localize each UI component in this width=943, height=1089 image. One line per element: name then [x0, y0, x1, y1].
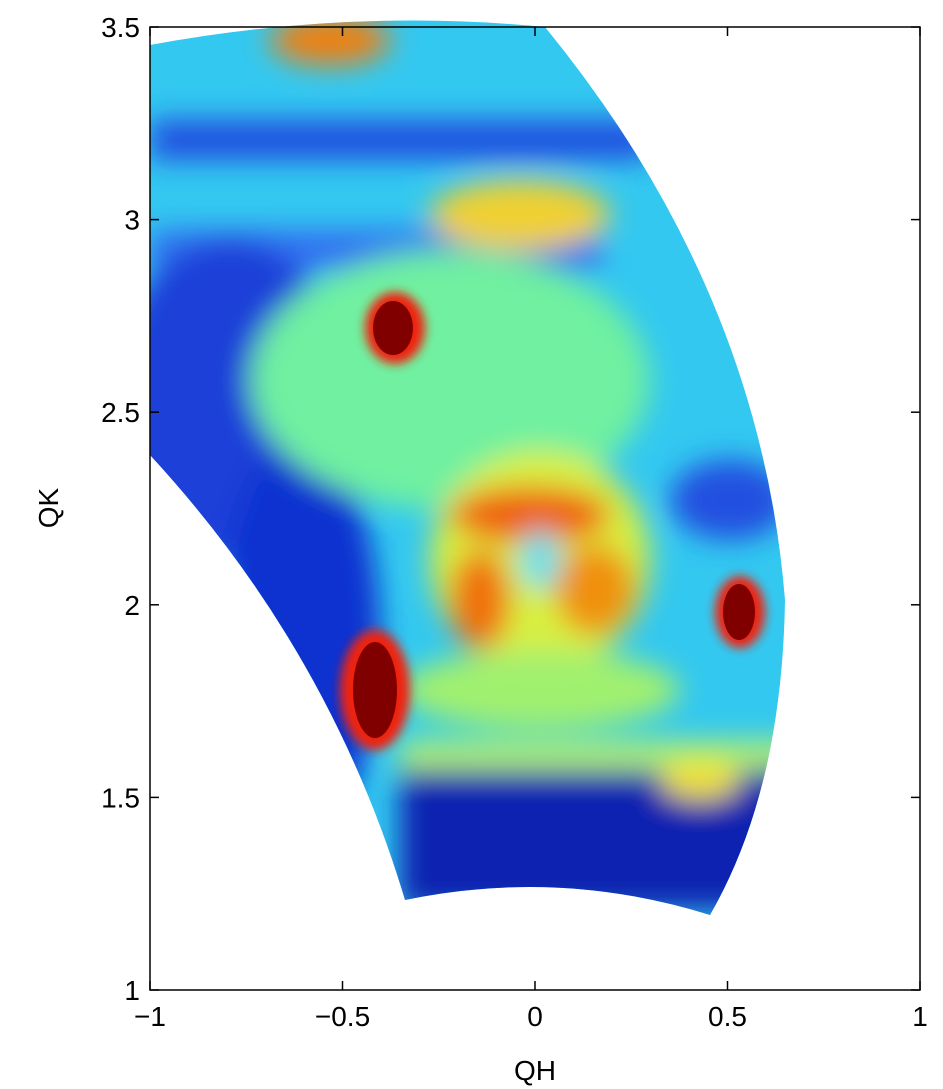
intensity-map	[150, 20, 785, 915]
x-tick-label: −1	[134, 1001, 166, 1032]
y-tick-label: 1	[124, 975, 140, 1006]
y-tick-label: 1.5	[101, 782, 140, 813]
x-tick-label: 0	[527, 1001, 543, 1032]
x-axis-label: QH	[514, 1055, 556, 1086]
x-tick-label: −0.5	[315, 1001, 370, 1032]
y-tick-label: 2.5	[101, 397, 140, 428]
x-tick-label: 0.5	[708, 1001, 747, 1032]
x-tick-label: 1	[912, 1001, 928, 1032]
y-tick-label: 3.5	[101, 12, 140, 43]
y-tick-label: 2	[124, 590, 140, 621]
y-tick-label: 3	[124, 205, 140, 236]
y-axis-label: QK	[33, 487, 64, 528]
